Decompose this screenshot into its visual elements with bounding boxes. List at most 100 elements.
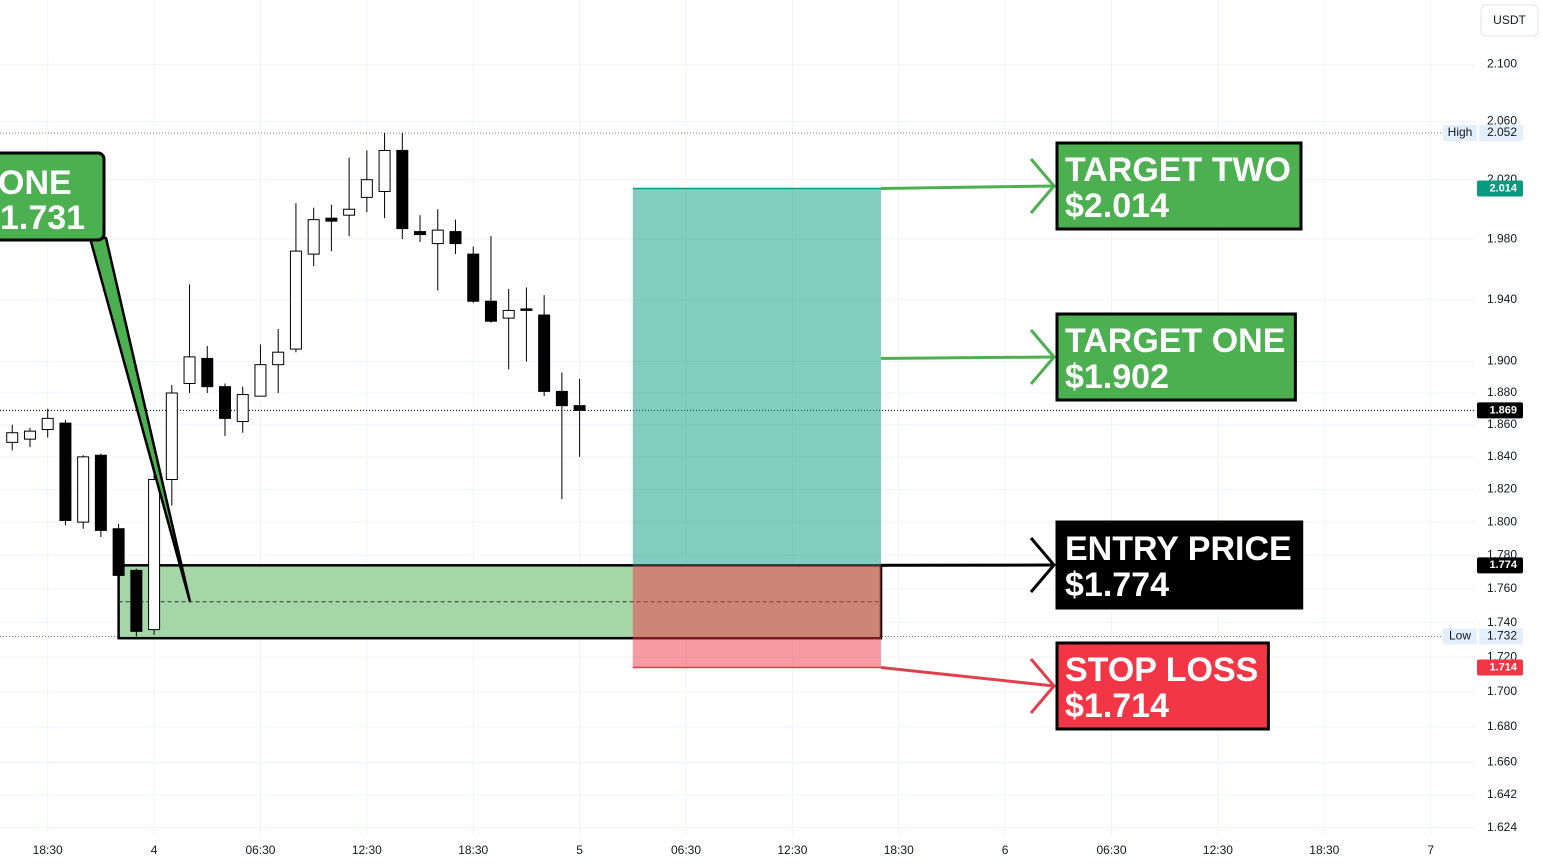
profit-area (632, 188, 882, 566)
candle-body (254, 364, 267, 397)
y-tick-label: 1.900 (1487, 354, 1517, 368)
candle-body (23, 430, 36, 440)
candle-body (449, 231, 462, 245)
currency-button[interactable] (1480, 4, 1539, 37)
marker-name: High (1448, 125, 1473, 139)
callout-title: STOP LOSS (1065, 651, 1258, 689)
y-tick-label: 1.800 (1487, 514, 1517, 528)
candle-body (94, 454, 107, 531)
y-tick-label: 1.642 (1487, 787, 1517, 801)
y-tick-label: 1.624 (1487, 820, 1517, 834)
arrow-head (1029, 329, 1056, 385)
callout: TARGET TWO$2.014 (1055, 141, 1303, 231)
candle-body (325, 217, 338, 222)
candle-body (289, 250, 302, 350)
callout-arrow (881, 184, 1055, 191)
candle-body (414, 231, 427, 236)
callout-price: $1.714 (1065, 687, 1169, 725)
callout: TARGET ONE$1.902 (1055, 312, 1297, 402)
callout: STOP LOSS$1.714 (1055, 641, 1270, 731)
x-tick-label: 18:30 (458, 843, 488, 857)
candle-body (165, 392, 178, 481)
arrow-head (1029, 537, 1056, 593)
arrow-head (1029, 658, 1056, 714)
y-tick-label: 1.740 (1487, 615, 1517, 629)
candle-body (431, 229, 444, 245)
callout-price: $1.774 (1065, 566, 1169, 604)
candle-body (130, 569, 143, 632)
x-tick-label: 5 (576, 843, 583, 857)
currency-label[interactable]: USDT (1493, 13, 1526, 27)
x-tick-label: 06:30 (245, 843, 275, 857)
callout-price: $1.902 (1065, 358, 1169, 396)
candle-body (6, 432, 19, 443)
x-tick-label: 12:30 (352, 843, 382, 857)
y-tick-label: 1.840 (1487, 449, 1517, 463)
candle-body (77, 456, 90, 523)
arrow-head (1029, 158, 1056, 214)
candle-body (236, 394, 249, 423)
callout-arrow (881, 355, 1055, 360)
price-tag-label: 1.714 (1489, 661, 1517, 673)
y-tick-label: 1.820 (1487, 481, 1517, 495)
candle-body (555, 390, 568, 407)
candle-body (484, 300, 497, 322)
y-tick-label: 1.860 (1487, 417, 1517, 431)
x-tick-label: 12:30 (777, 843, 807, 857)
price-tag-label: 1.774 (1489, 559, 1517, 571)
y-tick-label: 1.940 (1487, 292, 1517, 306)
callout-title: TARGET ONE (1065, 322, 1285, 360)
price-tag-label: 2.014 (1489, 182, 1517, 194)
marker-name: Low (1449, 629, 1471, 643)
candle-body (201, 357, 214, 388)
y-tick-label: 1.680 (1487, 719, 1517, 733)
price-axis (1475, 0, 1543, 867)
callout-title: ONE (0, 164, 72, 202)
y-tick-label: 1.660 (1487, 755, 1517, 769)
time-axis (0, 835, 1475, 867)
y-tick-label: 1.760 (1487, 581, 1517, 595)
candle-body (520, 308, 533, 311)
loss-area (632, 565, 882, 668)
x-tick-label: 18:30 (33, 843, 63, 857)
marker-value-box (1479, 125, 1523, 142)
x-tick-label: 4 (151, 843, 158, 857)
callout-box (1055, 520, 1304, 610)
callout-title: TARGET TWO (1065, 151, 1291, 189)
marker-value: 1.732 (1487, 629, 1517, 643)
candle-body (272, 351, 285, 366)
candle-body (183, 356, 196, 385)
callout-price: $2.014 (1065, 187, 1169, 225)
x-tick-label: 12:30 (1203, 843, 1233, 857)
candle-body (148, 479, 161, 631)
x-tick-label: 7 (1427, 843, 1434, 857)
callout-box (1055, 312, 1297, 402)
callout-box (1055, 141, 1303, 231)
y-tick-label: 2.100 (1487, 57, 1517, 71)
y-tick-label: 1.980 (1487, 231, 1517, 245)
marker-name-box (1443, 628, 1477, 645)
price-tag-label: 1.869 (1489, 404, 1517, 416)
candle-body (467, 253, 480, 302)
y-tick-label: 1.700 (1487, 684, 1517, 698)
candle-body (343, 208, 356, 216)
callout-price: 1.731 (0, 199, 85, 237)
callout: ENTRY PRICE$1.774 (1055, 520, 1304, 610)
y-tick-label: 2.060 (1487, 114, 1517, 128)
x-tick-label: 18:30 (884, 843, 914, 857)
marker-value: 2.052 (1487, 125, 1517, 139)
marker-value-box (1479, 628, 1523, 645)
x-tick-label: 6 (1002, 843, 1009, 857)
candle-body (360, 179, 373, 198)
price-tag (1477, 402, 1523, 419)
candle-body (41, 417, 54, 431)
x-tick-label: 06:30 (671, 843, 701, 857)
candle-body (538, 314, 551, 392)
callout-box (0, 151, 106, 242)
price-tag (1477, 557, 1523, 574)
callout-title: ENTRY PRICE (1065, 530, 1292, 568)
marker-name-box (1443, 125, 1477, 142)
callout-arrow (880, 666, 1055, 688)
